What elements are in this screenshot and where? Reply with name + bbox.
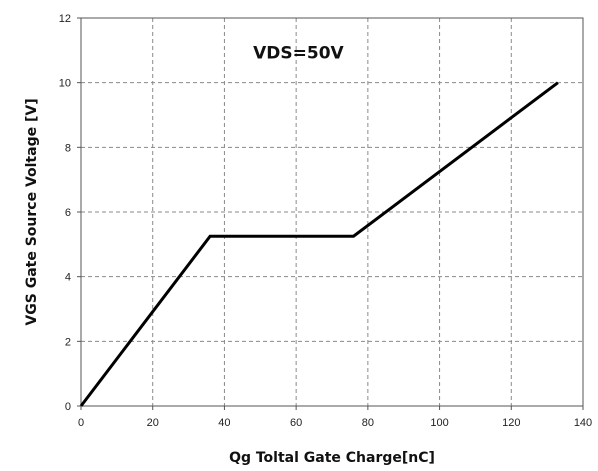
y-tick-labels: 0 2 4 6 8 10 12 xyxy=(59,13,81,413)
plot-frame xyxy=(80,17,584,407)
x-axis-title: Qg Toltal Gate Charge[nC] xyxy=(229,450,435,466)
y-axis-title: VGS Gate Source Voltage [V] xyxy=(24,98,40,325)
x-tick-label: 100 xyxy=(430,417,448,429)
y-tick-label: 2 xyxy=(65,336,71,348)
x-tick-label: 40 xyxy=(218,417,230,429)
y-tick-label: 0 xyxy=(65,401,71,413)
x-tick-label: 140 xyxy=(574,417,592,429)
x-tick-label: 80 xyxy=(362,417,374,429)
y-tick-label: 4 xyxy=(65,272,71,284)
x-tick-labels: 0 20 40 60 80 100 120 140 xyxy=(78,406,592,429)
grid-lines xyxy=(81,18,583,406)
vds-annotation: VDS=50V xyxy=(253,43,344,63)
y-tick-label: 8 xyxy=(65,142,71,154)
x-tick-label: 60 xyxy=(290,417,302,429)
y-tick-label: 6 xyxy=(65,207,71,219)
series-layer xyxy=(79,81,559,407)
y-tick-label: 12 xyxy=(59,13,71,25)
x-tick-label: 0 xyxy=(78,417,84,429)
x-tick-label: 120 xyxy=(502,417,520,429)
y-tick-label: 10 xyxy=(59,78,71,90)
x-tick-label: 20 xyxy=(147,417,159,429)
gate-charge-curve xyxy=(79,81,559,407)
